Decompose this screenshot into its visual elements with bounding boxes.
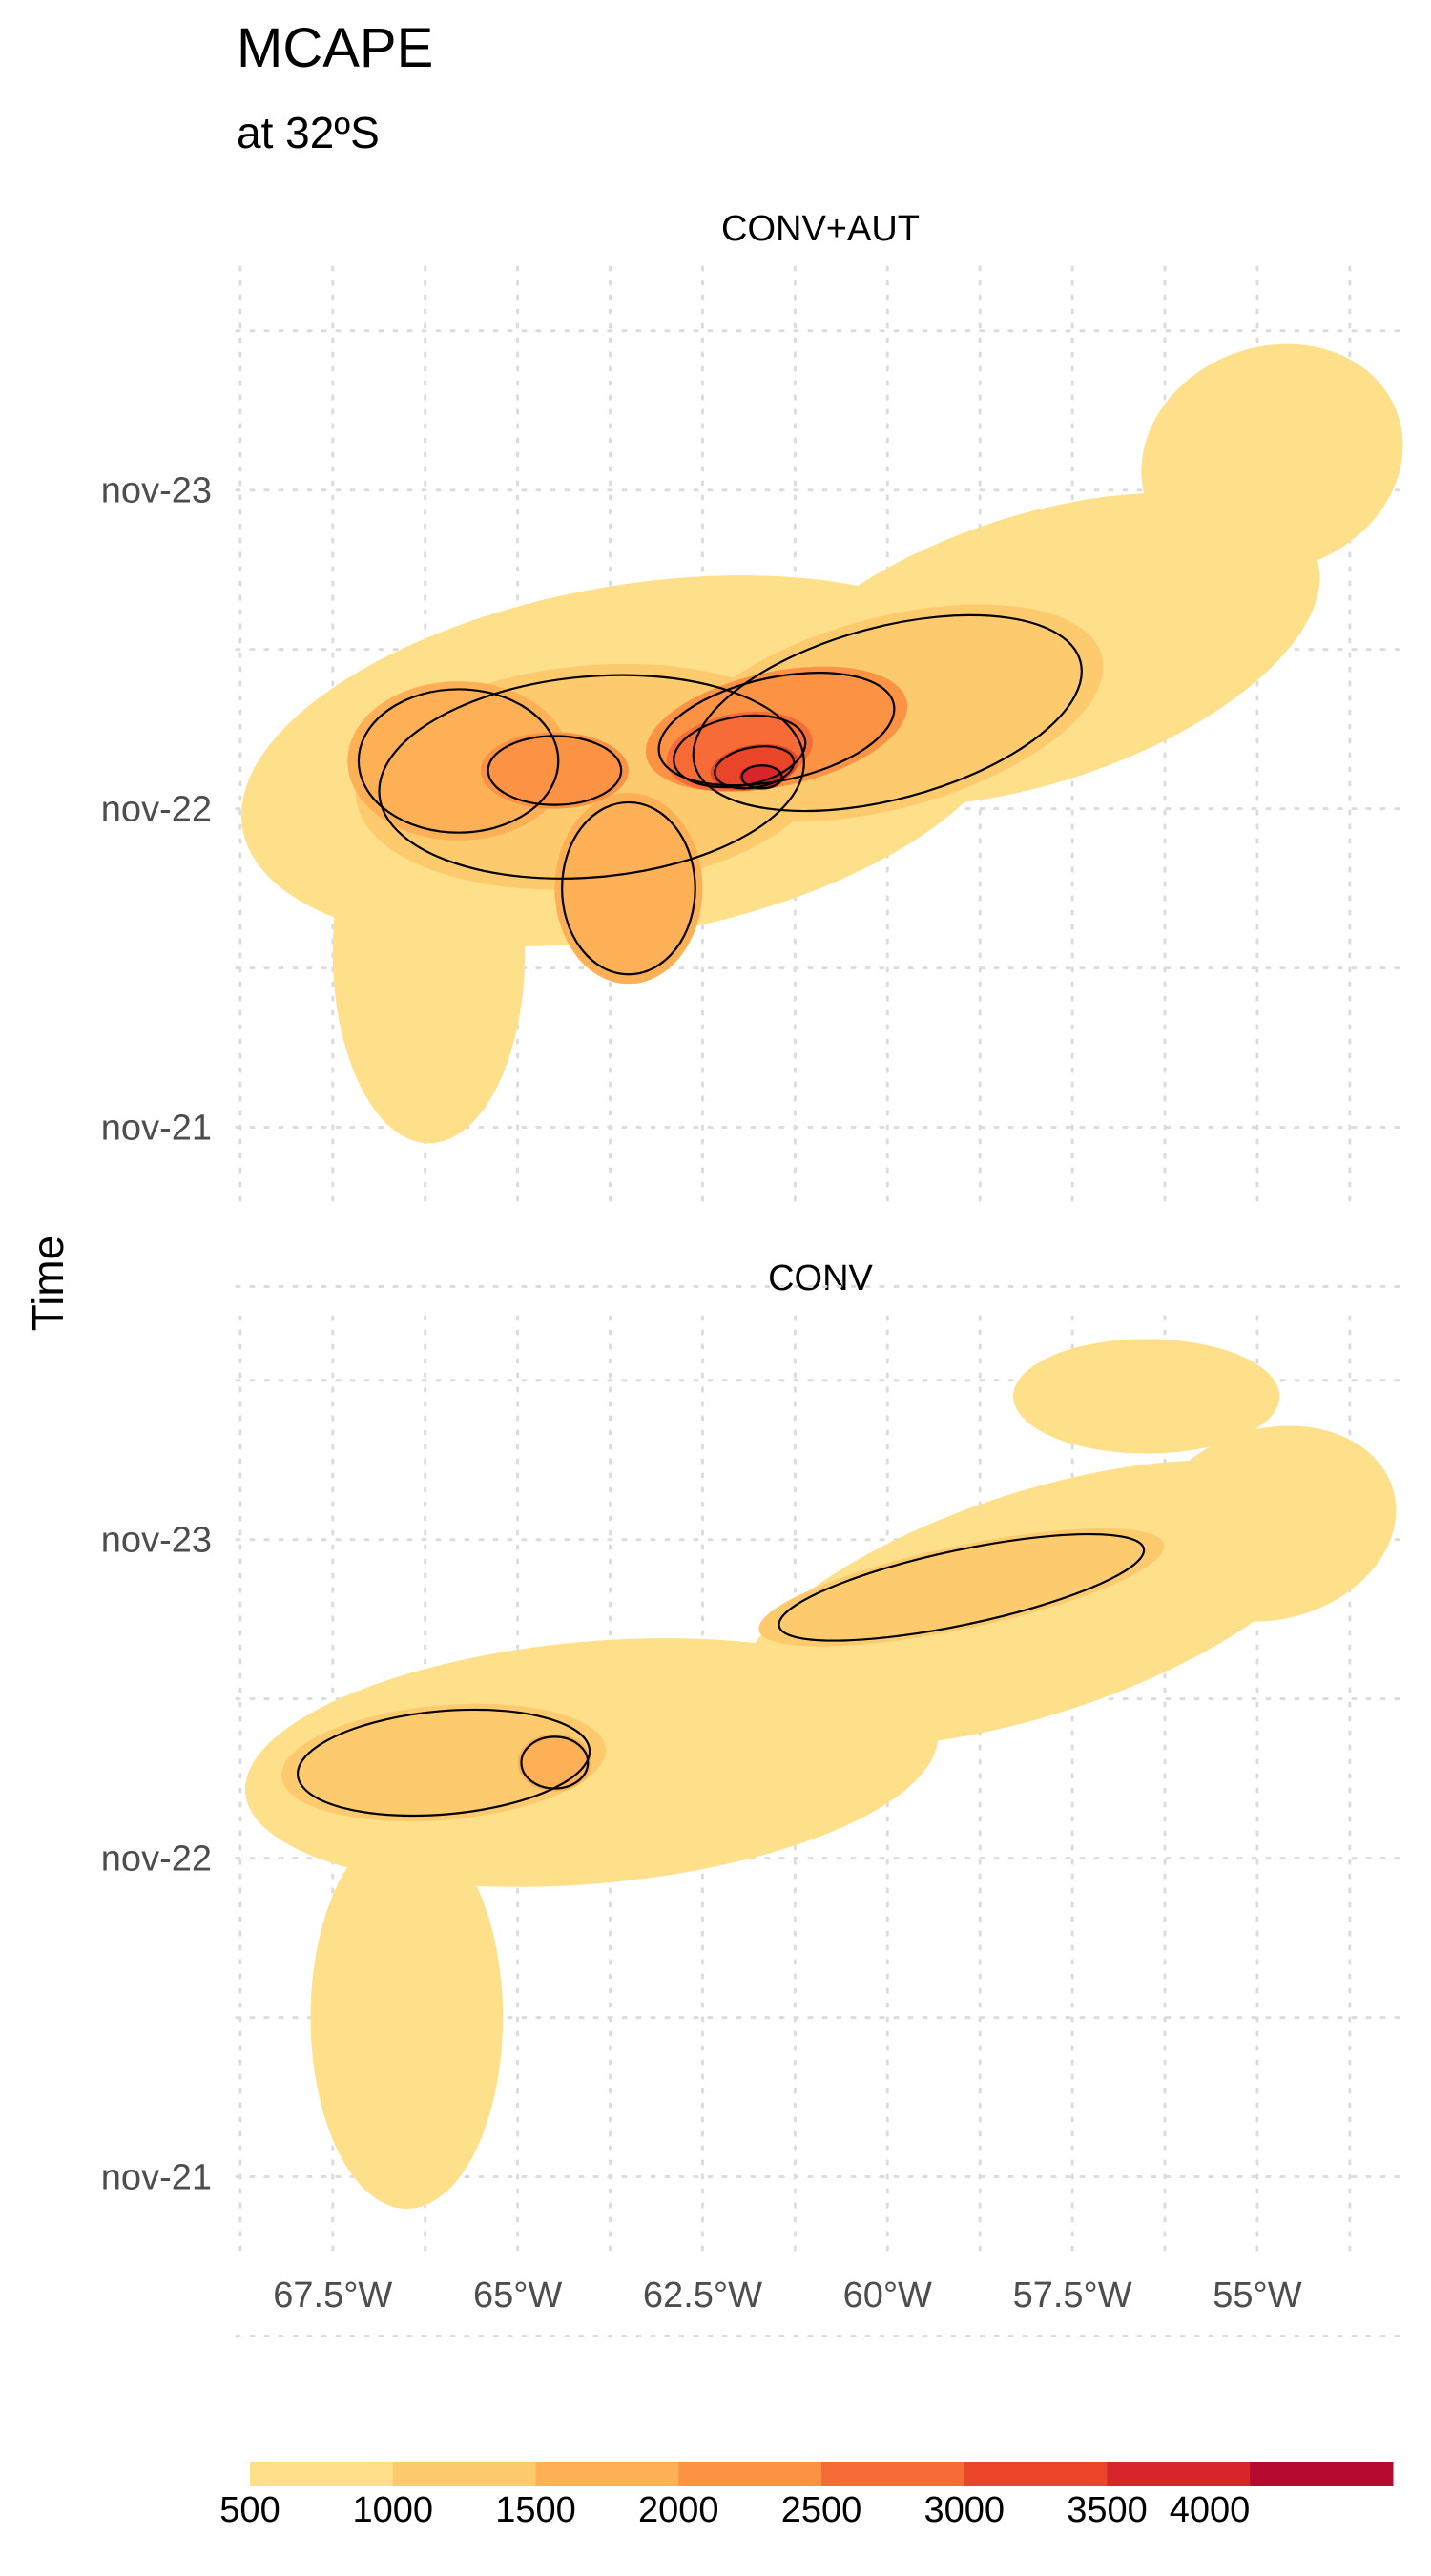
colorbar-swatch xyxy=(964,2462,1108,2486)
contour-line xyxy=(657,672,896,787)
colorbar-swatch xyxy=(1250,2462,1394,2486)
contour-line xyxy=(778,1532,1146,1642)
colorbar-label: 1500 xyxy=(495,2490,576,2530)
colorbar-swatch xyxy=(535,2462,679,2486)
panel-conv: nov-21 nov-22 nov-23 xyxy=(101,1315,1407,2337)
colorbar-label: 3000 xyxy=(923,2490,1005,2530)
colorbar-labels: 500 1000 1500 2000 2500 3000 3500 4000 xyxy=(219,2490,1250,2530)
mcape-region xyxy=(310,1826,504,2209)
mcape-region xyxy=(758,1527,1165,1647)
filled-contours-top xyxy=(240,343,1403,1144)
colorbar-label: 3500 xyxy=(1067,2490,1148,2530)
colorbar-swatch xyxy=(821,2462,965,2486)
y-tick-label: nov-23 xyxy=(101,471,212,511)
colorbar-swatch xyxy=(1107,2462,1251,2486)
chart-title: MCAPE xyxy=(237,17,433,79)
mcape-region xyxy=(1141,343,1403,573)
contour-line xyxy=(487,735,623,806)
mcape-region xyxy=(554,792,703,985)
panel-conv-aut: nov-21 nov-22 nov-23 xyxy=(101,265,1407,1288)
colorbar-label: 500 xyxy=(219,2490,280,2530)
colorbar-swatches xyxy=(250,2462,1394,2486)
y-tick-label: nov-22 xyxy=(101,790,212,830)
x-tick-label: 57.5°W xyxy=(1013,2275,1132,2316)
colorbar-label: 2500 xyxy=(781,2490,862,2530)
mcape-region xyxy=(480,732,629,809)
colorbar-legend: 500 1000 1500 2000 2500 3000 3500 4000 xyxy=(219,2462,1394,2530)
y-tick-label: nov-21 xyxy=(101,2158,212,2198)
y-tick-label: nov-22 xyxy=(101,1839,212,1880)
colorbar-swatch xyxy=(250,2462,394,2486)
contour-line xyxy=(692,613,1083,813)
x-tick-label: 62.5°W xyxy=(643,2275,762,2316)
colorbar-swatch xyxy=(392,2462,536,2486)
filled-contours-bottom xyxy=(244,1339,1397,2209)
chart-subtitle: at 32ºS xyxy=(237,108,380,157)
y-tick-labels-top: nov-21 nov-22 nov-23 xyxy=(101,471,212,1149)
contour-line xyxy=(673,714,807,789)
colorbar-label: 2000 xyxy=(638,2490,719,2530)
contour-line xyxy=(296,1708,591,1818)
colorbar-label: 4000 xyxy=(1170,2490,1251,2530)
contour-line xyxy=(378,674,805,880)
panel-title-bottom: CONV xyxy=(768,1258,873,1298)
mcape-region xyxy=(517,1734,592,1792)
y-tick-label: nov-21 xyxy=(101,1109,212,1149)
y-tick-label: nov-23 xyxy=(101,1521,212,1561)
x-tick-label: 65°W xyxy=(473,2275,562,2316)
contour-lines-bottom xyxy=(296,1532,1146,1818)
x-tick-label: 60°W xyxy=(843,2275,932,2316)
x-tick-label: 67.5°W xyxy=(273,2275,392,2316)
colorbar-label: 1000 xyxy=(352,2490,433,2530)
contour-line xyxy=(714,745,796,790)
contour-line xyxy=(561,800,696,976)
contour-lines-top xyxy=(357,613,1083,976)
colorbar-swatch xyxy=(678,2462,822,2486)
contour-line xyxy=(520,1735,590,1790)
contour-line xyxy=(357,688,560,834)
y-axis-label: Time xyxy=(23,1236,73,1332)
mcape-region xyxy=(281,1703,607,1822)
mcape-region xyxy=(1148,1425,1397,1622)
mcape-region xyxy=(1013,1339,1280,1454)
x-tick-label: 55°W xyxy=(1213,2275,1301,2316)
y-tick-labels-bottom: nov-21 nov-22 nov-23 xyxy=(101,1521,212,2198)
x-tick-labels: 67.5°W 65°W 62.5°W 60°W 57.5°W 55°W xyxy=(273,2275,1301,2316)
contour-line xyxy=(740,764,783,790)
panel-title-top: CONV+AUT xyxy=(721,209,920,249)
